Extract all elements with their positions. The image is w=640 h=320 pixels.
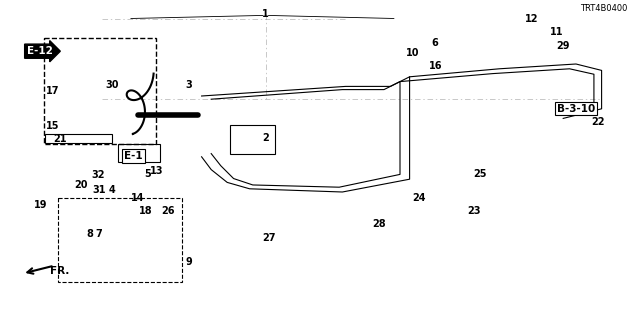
Text: E-12: E-12 <box>27 46 52 56</box>
Text: 18: 18 <box>139 205 153 216</box>
Text: 16: 16 <box>428 60 442 71</box>
Text: 30: 30 <box>105 80 119 90</box>
Text: 5: 5 <box>144 169 150 180</box>
Text: 1: 1 <box>262 9 269 20</box>
Text: 19: 19 <box>33 200 47 210</box>
Bar <box>45 134 112 143</box>
Text: 3: 3 <box>186 80 192 90</box>
Text: 10: 10 <box>406 48 420 58</box>
Text: 31: 31 <box>92 185 106 196</box>
Bar <box>118 144 160 162</box>
Text: 7: 7 <box>96 228 102 239</box>
Text: 15: 15 <box>45 121 60 132</box>
Bar <box>58 198 182 282</box>
Text: FR.: FR. <box>50 266 69 276</box>
Text: 8: 8 <box>86 228 93 239</box>
Text: 6: 6 <box>432 38 438 48</box>
Text: 11: 11 <box>550 27 564 37</box>
Text: 13: 13 <box>150 166 164 176</box>
Text: TRT4B0400: TRT4B0400 <box>580 4 627 13</box>
Text: 24: 24 <box>412 193 426 204</box>
Text: 25: 25 <box>473 169 487 180</box>
Text: 32: 32 <box>91 170 105 180</box>
Text: 26: 26 <box>161 206 175 216</box>
Bar <box>44 38 156 144</box>
Text: 14: 14 <box>131 193 145 204</box>
Bar <box>230 125 275 154</box>
Text: 21: 21 <box>53 134 67 144</box>
Text: 2: 2 <box>262 132 269 143</box>
Text: 9: 9 <box>186 257 192 268</box>
Text: 20: 20 <box>74 180 88 190</box>
Text: 17: 17 <box>45 86 60 96</box>
Text: 29: 29 <box>556 41 570 52</box>
Text: 23: 23 <box>467 206 481 216</box>
Text: 4: 4 <box>109 185 115 196</box>
Text: 12: 12 <box>524 14 538 24</box>
Text: E-1: E-1 <box>124 151 143 161</box>
Text: B-3-10: B-3-10 <box>557 104 595 114</box>
Text: 27: 27 <box>262 233 276 244</box>
Text: E-12: E-12 <box>27 46 52 56</box>
Text: 22: 22 <box>591 116 605 127</box>
Text: 28: 28 <box>372 219 387 229</box>
